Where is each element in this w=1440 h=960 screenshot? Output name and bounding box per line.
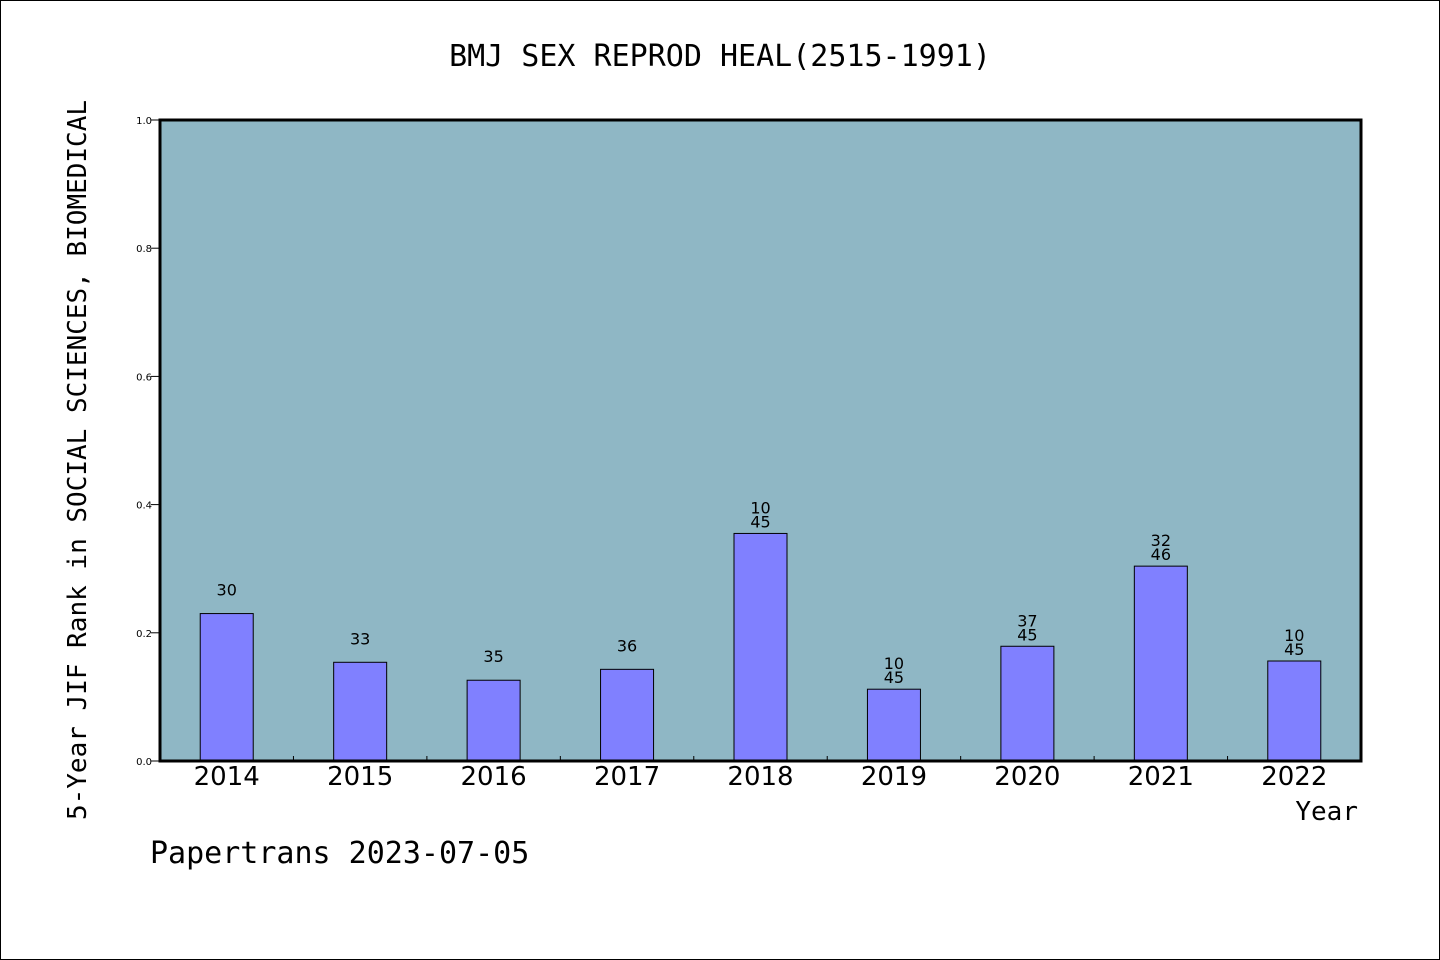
y-tick-label: 0.6	[136, 372, 152, 383]
y-axis-label: 5-Year JIF Rank in SOCIAL SCIENCES, BIOM…	[63, 100, 93, 820]
bar-label: 35	[483, 647, 503, 666]
y-tick-label: 0.2	[136, 629, 152, 640]
bar-2022	[1267, 660, 1322, 762]
x-tick-label: 2020	[994, 762, 1060, 792]
bar-2016	[466, 679, 521, 762]
y-axis: 0.0 0.2 0.4 0.6 0.8 1.0	[136, 116, 160, 768]
bar-label: 45	[884, 668, 904, 687]
x-axis-label: Year	[1295, 797, 1358, 827]
bar-2015	[333, 661, 388, 762]
bar-label: 33	[350, 629, 370, 648]
bar-label: 37	[1017, 611, 1037, 630]
y-tick-label: 0.4	[136, 501, 152, 512]
x-tick-label: 2022	[1261, 762, 1327, 792]
y-tick-label: 1.0	[136, 116, 152, 127]
x-tick-label: 2015	[327, 762, 393, 792]
bar-2019	[866, 688, 921, 762]
y-tick-label: 0.8	[136, 244, 152, 255]
bar-2021	[1133, 565, 1188, 762]
bar-label: 10	[884, 654, 904, 673]
x-tick-label: 2018	[727, 762, 793, 792]
bar-label: 10	[750, 498, 770, 517]
bar-label: 45	[1284, 640, 1304, 659]
bar-2018	[733, 532, 788, 762]
bars-group	[199, 532, 1322, 762]
bar-label: 36	[617, 636, 637, 655]
bar-label: 30	[217, 581, 237, 600]
bar-label: 46	[1151, 545, 1171, 564]
x-tick-label: 2016	[461, 762, 527, 792]
x-tick-label: 2021	[1128, 762, 1194, 792]
bar-2014	[199, 613, 254, 762]
bar-label: 45	[1017, 625, 1037, 644]
footer-credit: Papertrans 2023-07-05	[150, 836, 529, 871]
bar-2017	[600, 668, 655, 762]
bar-label: 45	[750, 512, 770, 531]
x-tick-label: 2014	[194, 762, 260, 792]
chart-title: BMJ SEX REPROD HEAL(2515-1991)	[449, 39, 991, 74]
x-tick-label: 2017	[594, 762, 660, 792]
x-axis: 2014 2015 2016 2017 2018 2019 2020 2021 2022	[194, 756, 1327, 792]
bar-label: 10	[1284, 626, 1304, 645]
bar-label: 32	[1151, 531, 1171, 550]
bar-2020	[1000, 645, 1055, 762]
plot-border	[158, 118, 1363, 763]
x-tick-label: 2019	[861, 762, 927, 792]
y-tick-label: 0.0	[136, 757, 152, 768]
